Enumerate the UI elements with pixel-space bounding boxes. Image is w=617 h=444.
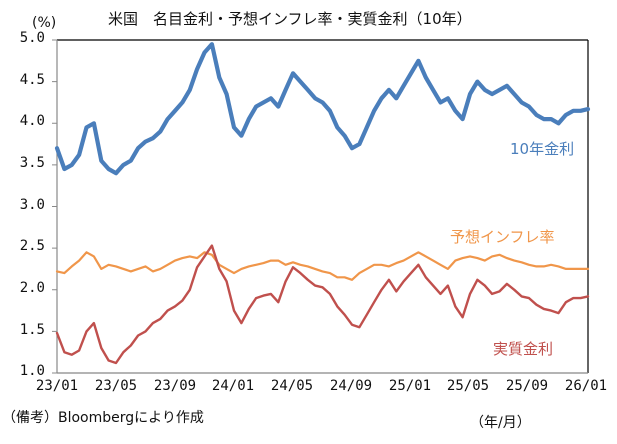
y-tick-label: 2.0	[19, 280, 45, 296]
x-tick-label: 24/09	[329, 378, 373, 394]
x-tick-label: 25/09	[505, 378, 549, 394]
source-note: （備考）Bloombergにより作成	[2, 410, 204, 426]
chart-series-lines	[54, 42, 591, 365]
x-tick-label: 24/05	[270, 378, 314, 394]
x-tick-label: 23/05	[94, 378, 138, 394]
x-tick-label: 25/05	[446, 378, 490, 394]
x-axis-unit-label: （年/月）	[470, 415, 531, 431]
y-tick-label: 4.5	[19, 72, 45, 88]
y-tick-label: 3.5	[19, 155, 45, 171]
series-line-nominal-10y	[54, 42, 591, 176]
y-tick-label: 1.0	[19, 363, 45, 379]
y-tick-label: 1.5	[19, 322, 45, 338]
x-tick-label: 23/09	[153, 378, 197, 394]
x-tick-label: 26/01	[564, 378, 608, 394]
chart-title: 米国 名目金利・予想インフレ率・実質金利（10年）	[108, 10, 472, 28]
series-line-real-rate	[55, 244, 590, 365]
y-tick-label: 4.0	[19, 113, 45, 129]
series-label-inflation-expectation: 予想インフレ率	[450, 228, 555, 246]
chart-axes	[52, 39, 589, 374]
y-axis-unit-label: (%)	[32, 15, 57, 31]
x-tick-label: 23/01	[35, 378, 79, 394]
x-tick-label: 24/01	[211, 378, 255, 394]
y-tick-label: 5.0	[19, 30, 45, 46]
series-label-real-rate: 実質金利	[493, 340, 554, 358]
series-line-inflation-expectation	[55, 251, 590, 281]
y-tick-label: 2.5	[19, 238, 45, 254]
series-label-nominal-10y: 10年金利	[510, 140, 575, 158]
x-tick-label: 25/01	[388, 378, 432, 394]
y-tick-label: 3.0	[19, 197, 45, 213]
